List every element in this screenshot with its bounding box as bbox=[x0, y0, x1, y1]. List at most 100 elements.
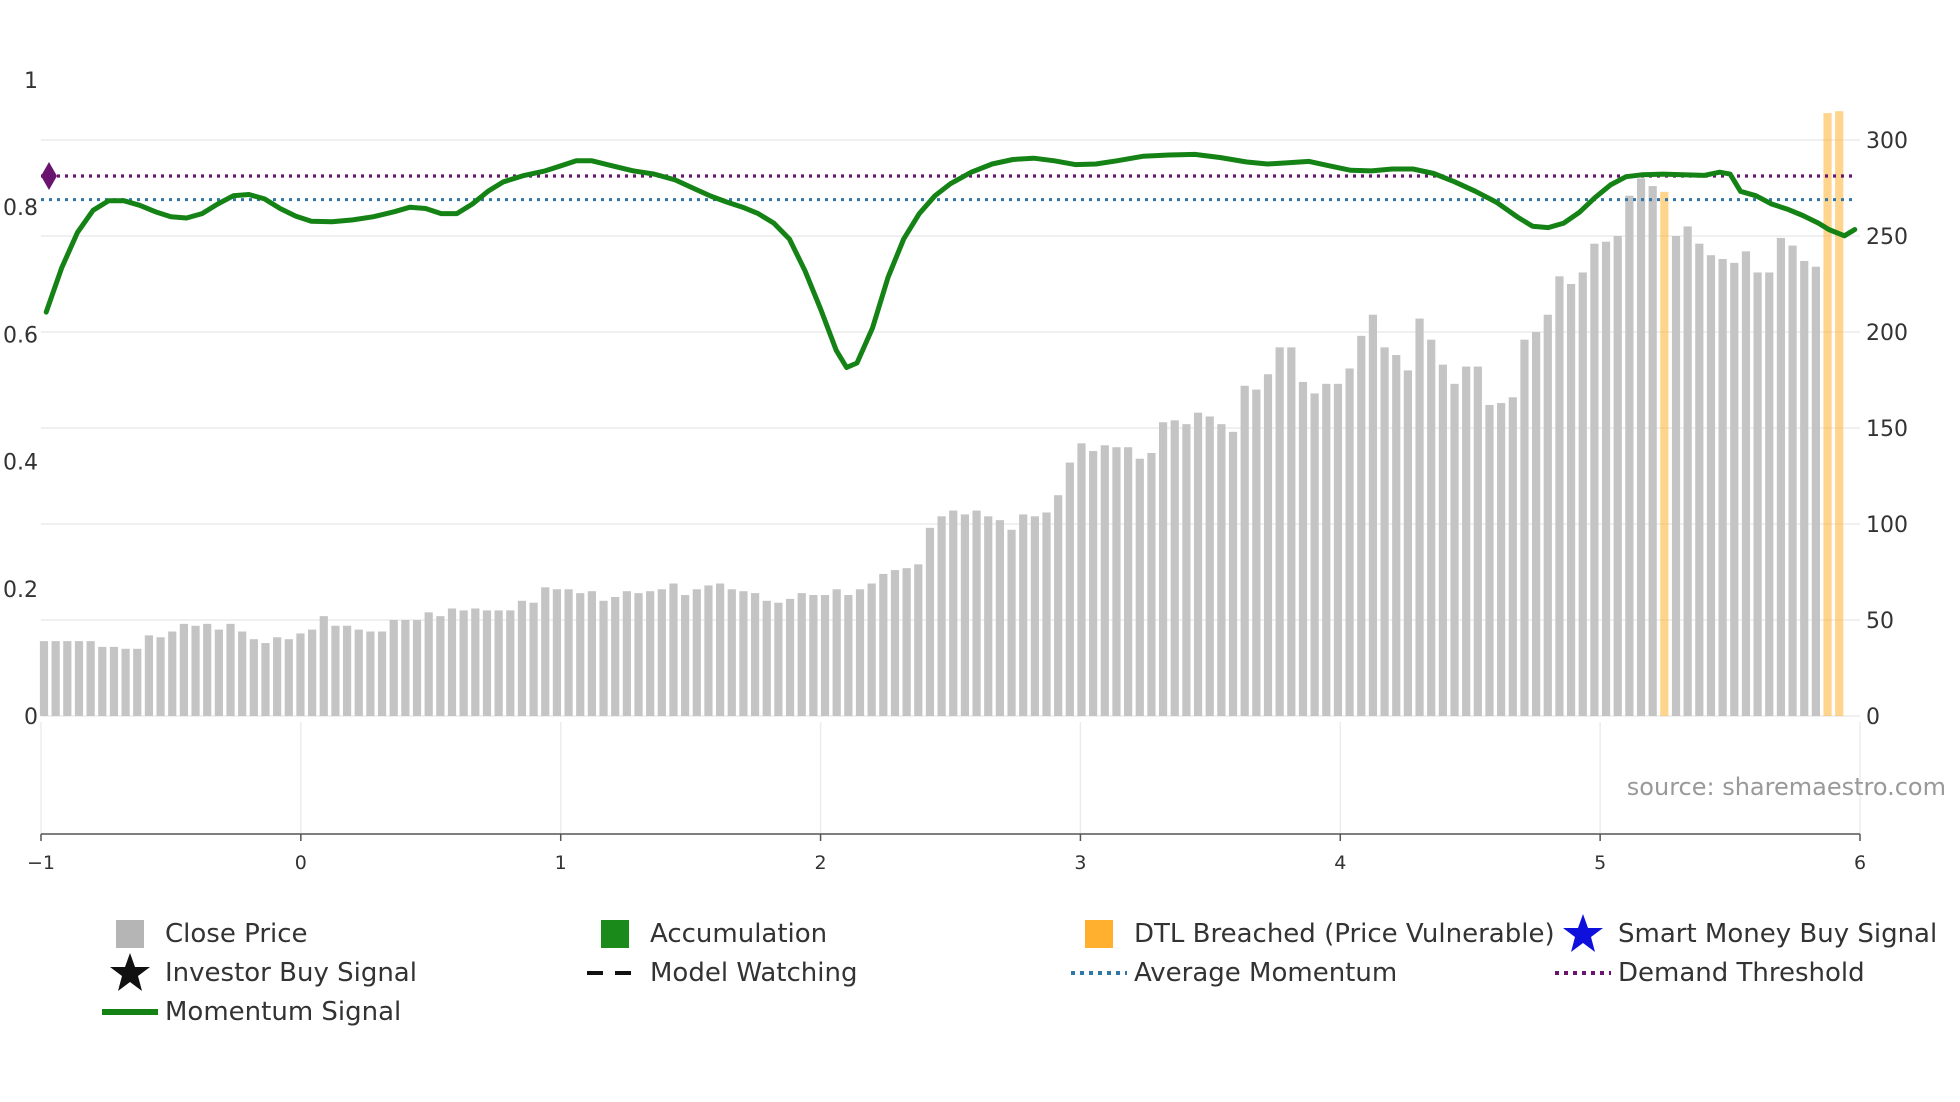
price-bar bbox=[401, 620, 410, 716]
price-bar bbox=[63, 641, 72, 716]
price-bar bbox=[809, 595, 818, 716]
price-bar bbox=[622, 591, 631, 716]
momentum-signal-line bbox=[43, 151, 1858, 370]
price-bar bbox=[1310, 393, 1319, 716]
price-bar bbox=[1485, 404, 1494, 716]
price-bar bbox=[1520, 339, 1529, 716]
price-bar bbox=[238, 631, 247, 716]
price-bar bbox=[273, 637, 282, 716]
price-bar bbox=[308, 629, 317, 716]
gridlines bbox=[40, 139, 1861, 834]
price-bar bbox=[832, 589, 841, 716]
price-bar bbox=[156, 637, 165, 716]
right-axis-tick: 150 bbox=[1866, 417, 1908, 442]
left-axis-tick: 0.8 bbox=[3, 196, 38, 221]
price-bar bbox=[1508, 397, 1517, 716]
price-bar bbox=[1380, 347, 1389, 716]
price-bar bbox=[774, 602, 783, 716]
x-tick-label: 5 bbox=[1594, 852, 1606, 874]
price-bar bbox=[960, 514, 970, 716]
price-bar bbox=[995, 520, 1004, 716]
price-bar bbox=[669, 583, 678, 716]
price-bar bbox=[587, 591, 596, 716]
price-bar bbox=[972, 510, 981, 716]
price-bar bbox=[377, 631, 387, 716]
price-bar bbox=[168, 631, 177, 716]
price-bar bbox=[541, 587, 550, 716]
x-tick-label: 4 bbox=[1334, 852, 1346, 874]
price-bar bbox=[1566, 284, 1576, 716]
left-axis-tick: 0.4 bbox=[3, 451, 38, 476]
price-bar bbox=[1193, 412, 1203, 716]
price-bar bbox=[785, 598, 795, 716]
price-bar bbox=[1345, 368, 1354, 716]
price-bar bbox=[51, 641, 60, 716]
right-axis-tick: 250 bbox=[1866, 225, 1908, 250]
price-bar bbox=[109, 646, 119, 716]
price-bar bbox=[506, 610, 515, 716]
price-bar bbox=[412, 620, 422, 716]
price-bar bbox=[424, 612, 433, 716]
price-bar bbox=[1007, 529, 1016, 716]
price-bar bbox=[203, 623, 212, 716]
price-bar bbox=[1730, 262, 1739, 716]
price-bar bbox=[121, 648, 130, 716]
price-bar bbox=[1765, 272, 1774, 716]
price-bar bbox=[1403, 370, 1412, 716]
price-bar bbox=[74, 641, 84, 716]
price-bar bbox=[459, 610, 468, 716]
price-bar bbox=[704, 585, 713, 716]
price-bar bbox=[1054, 495, 1063, 716]
price-bar bbox=[226, 623, 235, 716]
left-axis-tick: 0.6 bbox=[3, 323, 38, 348]
price-bar bbox=[844, 595, 853, 716]
dtl-bar bbox=[1660, 191, 1669, 717]
price-bar bbox=[611, 596, 620, 716]
price-bar bbox=[820, 595, 830, 716]
price-bar bbox=[1322, 383, 1331, 716]
price-bar bbox=[1019, 514, 1028, 716]
price-bar bbox=[1683, 226, 1692, 716]
price-bar bbox=[482, 610, 492, 716]
x-tick-label: 2 bbox=[815, 852, 827, 874]
price-bar bbox=[925, 527, 935, 716]
price-bar bbox=[1555, 276, 1564, 716]
price-bar bbox=[296, 633, 305, 716]
price-bar bbox=[1100, 445, 1109, 716]
price-bar bbox=[284, 639, 293, 716]
price-bar bbox=[1776, 237, 1786, 717]
price-bar bbox=[564, 589, 573, 716]
price-bar bbox=[949, 510, 958, 716]
price-bar bbox=[879, 573, 888, 716]
left-axis-tick: 0.2 bbox=[3, 578, 38, 603]
left-axis-tick: 0 bbox=[24, 705, 38, 730]
price-bar bbox=[1252, 389, 1261, 716]
price-bar bbox=[1368, 314, 1378, 716]
price-bar bbox=[739, 591, 748, 716]
price-bar bbox=[249, 639, 258, 716]
price-bar bbox=[1648, 186, 1657, 716]
price-bar bbox=[576, 593, 585, 716]
price-bar bbox=[1497, 403, 1506, 716]
price-bar bbox=[517, 600, 527, 716]
price-bar bbox=[1636, 178, 1646, 716]
left-axis-tick: 1 bbox=[24, 69, 38, 94]
momentum-layer bbox=[41, 151, 1858, 370]
price-bar bbox=[1427, 339, 1436, 716]
price-bar bbox=[681, 595, 690, 716]
price-bar bbox=[1543, 314, 1552, 716]
price-bar bbox=[1217, 424, 1226, 716]
price-bar bbox=[1112, 447, 1121, 716]
price-bar bbox=[1590, 243, 1599, 716]
price-bar bbox=[1800, 260, 1809, 716]
price-bar bbox=[552, 589, 562, 716]
price-bar bbox=[436, 616, 445, 716]
price-bar bbox=[1788, 245, 1797, 716]
price-bar bbox=[1706, 255, 1716, 716]
price-bar bbox=[1578, 272, 1587, 716]
price-bar bbox=[494, 610, 503, 716]
price-bar bbox=[331, 625, 340, 716]
price-bar bbox=[797, 593, 806, 716]
price-bar bbox=[1065, 462, 1074, 716]
